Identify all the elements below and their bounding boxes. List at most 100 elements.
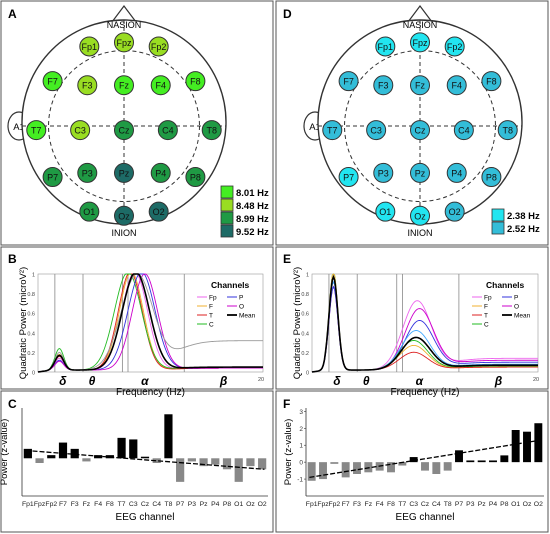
x-tick-label: Fp1 [22, 501, 34, 508]
electrode-label: Oz [118, 211, 130, 221]
electrode-label: O1 [379, 207, 391, 217]
legend-label: 9.52 Hz [236, 227, 269, 238]
y-tick-label: 0.2 [27, 351, 35, 357]
x-tick-label: C3 [409, 501, 418, 508]
electrode-label: P3 [378, 168, 389, 178]
panel-frame-right-mid [275, 246, 549, 390]
electrode-o1 [79, 201, 100, 222]
bar-oz [523, 431, 531, 463]
bar-c3 [129, 439, 138, 459]
legend-entry: C [484, 322, 489, 329]
x-tick-label: Pz [200, 501, 209, 508]
electrode-label: T7 [327, 126, 338, 136]
electrode-f3 [77, 75, 98, 96]
electrode-p3 [77, 162, 98, 183]
x-tick-label: O2 [534, 501, 543, 508]
y-tick-label: 0.4 [301, 331, 309, 337]
series-line [37, 273, 263, 373]
bar-f7 [341, 462, 350, 478]
nose-icon [111, 5, 137, 23]
x-tick-label: Fp2 [45, 501, 57, 508]
panel-label-a: A [8, 7, 17, 21]
x-axis-label: EEG channel [116, 512, 175, 523]
x-axis-label: EEG channel [396, 512, 455, 523]
electrode-p4 [446, 162, 467, 183]
electrode-label: T7 [31, 126, 42, 136]
y-tick-label: 1 [32, 273, 35, 279]
legend-swatch [220, 224, 234, 238]
legend-swatch [220, 198, 234, 212]
nasion-label: NASION [403, 20, 438, 30]
electrode-p4 [150, 162, 171, 183]
bar-pz [199, 458, 208, 467]
bar-f8 [387, 462, 395, 473]
bar-p3 [466, 460, 475, 463]
legend-entry: Mean [239, 313, 256, 320]
legend-entry: C [209, 322, 214, 329]
series-line [311, 275, 538, 373]
bar-p8 [500, 455, 509, 463]
electrode-label: Cz [119, 126, 130, 136]
bar-f3 [70, 448, 79, 459]
electrode-pz [114, 162, 134, 183]
x-tick-label: F4 [376, 501, 384, 508]
electrode-t8 [497, 120, 518, 141]
series-line [311, 275, 538, 373]
electrode-c4 [453, 120, 474, 141]
electrode-label: F7 [47, 77, 58, 87]
bar-f7 [58, 442, 68, 459]
panel-label-b: B [8, 252, 17, 266]
x-tick-label: F8 [387, 501, 395, 508]
legend-entry: T [484, 313, 488, 320]
electrode-fp2 [148, 36, 169, 57]
legend-label: 8.01 Hz [236, 188, 269, 199]
panel-frame-left-mid [0, 246, 274, 390]
y-tick-label: 1 [306, 273, 309, 279]
electrode-o2 [148, 201, 169, 222]
spectrum-chart-b: 0 0.2 0.4 0.6 0.8 1 20 δ θ α β Frequency (Hz) Quadra… [18, 267, 264, 398]
electrode-oz [410, 205, 430, 226]
series-line [311, 274, 538, 373]
y-tick-label: 0.6 [27, 312, 35, 318]
bar-chart-c: Fp1 Fpz Fp2 F7 F3 Fz F4 F8 T7 C3 Cz C4 T8 P7 P3 Pz P4 P8 O… [0, 408, 268, 523]
x-tick-label: T7 [398, 501, 406, 508]
x-tick-label: P3 [466, 501, 475, 508]
y-tick-label: 0.8 [27, 292, 35, 298]
trend-line [25, 449, 265, 470]
electrode-c3 [70, 120, 91, 141]
topomap-d: A1 NASION INION Fp1 Fpz Fp2 F7 F3 Fz F4 F8 T7 C3 Cz C4… [303, 5, 540, 238]
y-axis-label: Quadratic Power (microV²) [18, 267, 29, 379]
x-tick-label: Oz [523, 501, 532, 508]
electrode-label: P4 [451, 168, 462, 178]
y-tick-label: 0.6 [301, 312, 309, 318]
x-tick-label: F7 [342, 501, 350, 508]
electrode-f7 [338, 71, 359, 92]
bar-t7 [117, 437, 126, 459]
legend-title: Channels [486, 280, 525, 290]
electrode-label: F3 [82, 81, 93, 91]
electrode-label: O2 [153, 207, 165, 217]
electrode-fp1 [79, 36, 100, 57]
panel-frame-left-top [0, 0, 274, 246]
electrode-label: C4 [458, 126, 470, 136]
electrode-f3 [373, 75, 394, 96]
plot-area [37, 273, 264, 373]
legend-label: 8.48 Hz [236, 201, 269, 212]
bar-p7 [176, 458, 185, 482]
band-label: θ [89, 374, 96, 388]
legend-entry: F [209, 304, 213, 311]
electrode-label: T8 [502, 126, 513, 136]
band-label: δ [333, 374, 341, 388]
electrode-label: C3 [74, 126, 86, 136]
bar-fp1 [307, 462, 316, 481]
band-label: α [416, 374, 424, 388]
bar-t7 [398, 462, 407, 466]
ear-label: A1 [13, 122, 25, 133]
electrode-label: Fpz [116, 38, 132, 48]
electrode-cz [410, 120, 430, 141]
electrode-label: F4 [155, 81, 166, 91]
x-tick-label: Fpz [317, 501, 329, 508]
electrode-fz [410, 75, 430, 96]
series-line [311, 285, 538, 373]
